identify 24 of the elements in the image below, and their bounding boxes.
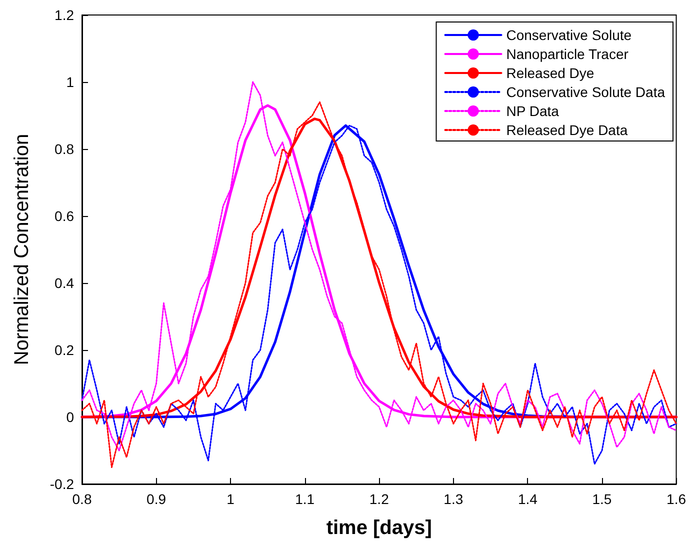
legend-label: Released Dye Data [506,122,628,138]
x-tick-label: 1.2 [369,491,390,507]
legend-label: Conservative Solute Data [506,84,666,100]
legend-label: Nanoparticle Tracer [506,46,629,62]
legend-label: Released Dye [506,65,594,81]
y-tick-label: 0 [66,409,74,425]
y-tick-label: 0.8 [54,141,74,157]
x-tick-label: 1 [226,491,235,507]
y-tick-label: -0.2 [50,476,74,492]
x-tick-label: 0.9 [146,491,166,507]
y-tick-label: 0.4 [54,275,74,291]
x-axis-title: time [days] [326,517,432,539]
y-tick-label: 0.2 [54,342,74,358]
x-tick-label: 1.5 [592,491,612,507]
x-tick-label: 1.4 [518,491,538,507]
x-tick-label: 1.6 [666,491,686,507]
y-tick-label: 0.6 [54,208,74,224]
x-tick-label: 1.3 [444,491,464,507]
legend-label: NP Data [506,103,560,119]
legend-label: Conservative Solute [506,27,632,43]
x-tick-label: 1.1 [295,491,315,507]
y-tick-label: 1 [66,74,74,90]
y-axis-title: Normalized Concentration [11,134,33,366]
y-tick-label: 1.2 [54,7,74,23]
